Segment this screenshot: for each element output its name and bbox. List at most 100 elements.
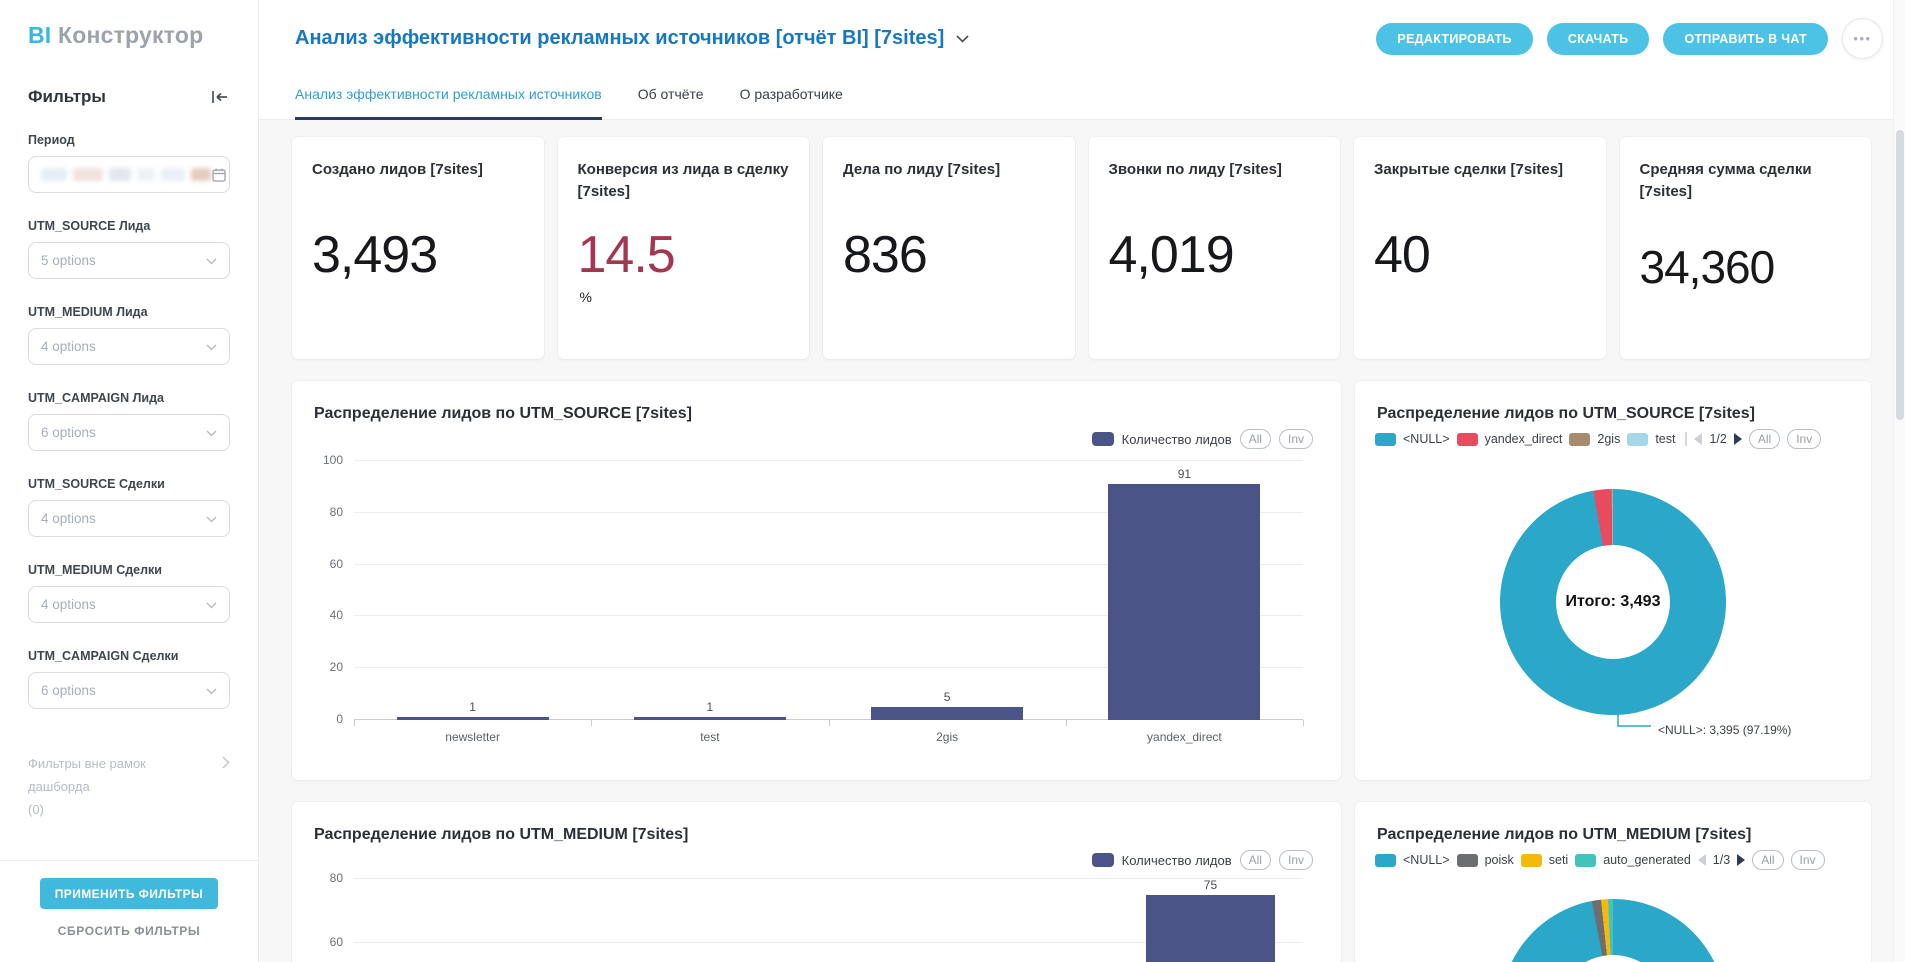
chevron-down-icon bbox=[206, 510, 217, 528]
donut-utm-source[interactable]: Итого: 3,493 bbox=[1500, 489, 1726, 715]
legend-label-auto-generated[interactable]: auto_generated bbox=[1603, 853, 1691, 867]
main-area: Анализ эффективности рекламных источнико… bbox=[259, 0, 1905, 962]
legend-label[interactable]: Количество лидов bbox=[1121, 431, 1232, 447]
chart-title: Распределение лидов по UTM_SOURCE [7site… bbox=[314, 405, 692, 422]
logo-text: Конструктор bbox=[58, 22, 204, 48]
bar-2gis[interactable] bbox=[871, 707, 1024, 720]
filter-select-utm-campaign-lead[interactable]: 6 options bbox=[28, 414, 230, 451]
legend-inv-button[interactable]: Inv bbox=[1787, 429, 1822, 449]
filter-select-utm-source-deal[interactable]: 4 options bbox=[28, 500, 230, 537]
download-button[interactable]: СКАЧАТЬ bbox=[1546, 22, 1650, 55]
donut-chart-card-utm-source: Распределение лидов по UTM_SOURCE [7site… bbox=[1355, 381, 1871, 780]
bar-test[interactable] bbox=[633, 717, 786, 720]
chart-title: Распределение лидов по UTM_SOURCE [7site… bbox=[1377, 405, 1755, 422]
legend-next-page-icon[interactable] bbox=[1733, 433, 1742, 445]
bar-plot: 80 60 75 bbox=[330, 854, 1303, 962]
filter-label-utm-medium-lead: UTM_MEDIUM Лида bbox=[28, 305, 148, 319]
legend-page-indicator: 1/2 bbox=[1709, 432, 1727, 446]
ellipsis-icon: ••• bbox=[1853, 31, 1872, 46]
page-scrollbar bbox=[1893, 0, 1905, 962]
filter-select-utm-medium-lead[interactable]: 4 options bbox=[28, 328, 230, 365]
logo-bi: BI bbox=[28, 22, 52, 48]
title-dropdown-icon[interactable] bbox=[956, 34, 969, 43]
legend-label-poisk[interactable]: poisk bbox=[1484, 853, 1514, 867]
legend-swatch[interactable] bbox=[1091, 432, 1114, 446]
calendar-icon bbox=[211, 167, 227, 183]
legend-prev-page-icon[interactable] bbox=[1694, 433, 1703, 445]
scrollbar-thumb[interactable] bbox=[1896, 130, 1904, 420]
legend-prev-page-icon[interactable] bbox=[1697, 854, 1706, 866]
bar-utm-medium[interactable] bbox=[1146, 895, 1275, 962]
legend-label-test[interactable]: test bbox=[1655, 432, 1676, 446]
bar-chart-card-utm-medium: Распределение лидов по UTM_MEDIUM [7site… bbox=[292, 802, 1341, 962]
legend-inv-button[interactable]: Inv bbox=[1278, 850, 1313, 870]
more-options-button[interactable]: ••• bbox=[1842, 18, 1883, 59]
legend-label-null[interactable]: <NULL> bbox=[1403, 853, 1450, 867]
donut-chart-card-utm-medium: Распределение лидов по UTM_MEDIUM [7site… bbox=[1355, 802, 1871, 962]
filter-select-utm-medium-deal[interactable]: 4 options bbox=[28, 586, 230, 623]
chart-title: Распределение лидов по UTM_MEDIUM [7site… bbox=[314, 826, 689, 843]
legend-all-button[interactable]: All bbox=[1239, 429, 1271, 449]
kpi-value: 4,019 bbox=[1108, 226, 1235, 284]
legend-inv-button[interactable]: Inv bbox=[1790, 850, 1825, 870]
filter-label-utm-source-deal: UTM_SOURCE Сделки bbox=[28, 477, 165, 491]
kpi-value: 14.5 bbox=[577, 226, 676, 284]
report-header: Анализ эффективности рекламных источнико… bbox=[259, 0, 1905, 120]
collapse-sidebar-icon[interactable] bbox=[210, 89, 230, 105]
legend-all-button[interactable]: All bbox=[1748, 429, 1781, 449]
bar-chart-card-utm-source: Распределение лидов по UTM_SOURCE [7site… bbox=[292, 381, 1341, 780]
legend-swatch[interactable] bbox=[1569, 432, 1591, 446]
donut-callout: <NULL>: 3,395 (97.19%) bbox=[1615, 714, 1791, 737]
bar-yandex-direct[interactable] bbox=[1108, 484, 1261, 720]
kpi-unit: % bbox=[579, 289, 592, 305]
sidebar-footer: ПРИМЕНИТЬ ФИЛЬТРЫ СБРОСИТЬ ФИЛЬТРЫ bbox=[0, 860, 258, 962]
edit-button[interactable]: РЕДАКТИРОВАТЬ bbox=[1376, 22, 1533, 55]
kpi-row: Создано лидов [7sites] 3,493 Конверсия и… bbox=[292, 137, 1871, 359]
bar-newsletter[interactable] bbox=[396, 717, 549, 720]
legend-all-button[interactable]: All bbox=[1752, 850, 1784, 870]
legend-swatch[interactable] bbox=[1575, 853, 1597, 867]
outer-filters-link[interactable]: Фильтры вне рамок дашборда (0) bbox=[28, 753, 230, 821]
legend-separator bbox=[1685, 432, 1688, 446]
kpi-card-calls: Звонки по лиду [7sites] 4,019 bbox=[1088, 137, 1340, 359]
legend-swatch[interactable] bbox=[1456, 853, 1478, 867]
tab-analysis[interactable]: Анализ эффективности рекламных источнико… bbox=[295, 86, 602, 120]
period-value-blurred bbox=[41, 168, 211, 181]
legend-label-2gis[interactable]: 2gis bbox=[1597, 432, 1621, 446]
send-to-chat-button[interactable]: ОТПРАВИТЬ В ЧАТ bbox=[1663, 22, 1828, 55]
kpi-card-avg-deal: Средняя сумма сделки [7sites] 34,360 bbox=[1619, 137, 1871, 359]
apply-filters-button[interactable]: ПРИМЕНИТЬ ФИЛЬТРЫ bbox=[40, 878, 218, 909]
filter-select-utm-source-lead[interactable]: 5 options bbox=[28, 242, 230, 279]
legend-next-page-icon[interactable] bbox=[1737, 854, 1746, 866]
chevron-right-icon bbox=[222, 756, 230, 821]
legend-label-seti[interactable]: seti bbox=[1548, 853, 1569, 867]
legend-swatch[interactable] bbox=[1091, 853, 1114, 867]
legend-swatch[interactable] bbox=[1375, 432, 1396, 446]
bar-plot: 100 80 60 40 20 0 1 1 5 91 bbox=[323, 453, 1304, 744]
legend-swatch[interactable] bbox=[1375, 853, 1396, 867]
kpi-value: 40 bbox=[1374, 226, 1431, 284]
chart-title: Распределение лидов по UTM_MEDIUM [7site… bbox=[1377, 826, 1752, 843]
tab-about-developer[interactable]: О разработчике bbox=[739, 86, 843, 102]
donut-utm-medium[interactable] bbox=[1500, 899, 1726, 962]
reset-filters-button[interactable]: СБРОСИТЬ ФИЛЬТРЫ bbox=[57, 924, 201, 938]
filter-select-utm-campaign-deal[interactable]: 6 options bbox=[28, 672, 230, 709]
legend-label-null[interactable]: <NULL> bbox=[1403, 432, 1450, 446]
legend-swatch[interactable] bbox=[1520, 853, 1542, 867]
legend-swatch[interactable] bbox=[1627, 432, 1649, 446]
x-axis-labels: newsletter test 2gis yandex_direct bbox=[445, 730, 1222, 744]
period-date-input[interactable] bbox=[28, 156, 230, 193]
legend-inv-button[interactable]: Inv bbox=[1278, 429, 1313, 449]
legend-all-button[interactable]: All bbox=[1239, 850, 1271, 870]
kpi-card-closed-deals: Закрытые сделки [7sites] 40 bbox=[1354, 137, 1606, 359]
outer-filters-label: Фильтры вне рамок дашборда bbox=[28, 756, 146, 794]
legend-swatch[interactable] bbox=[1456, 432, 1478, 446]
legend-label-yandex-direct[interactable]: yandex_direct bbox=[1484, 432, 1563, 446]
kpi-card-activities: Дела по лиду [7sites] 836 bbox=[823, 137, 1075, 359]
chevron-down-icon bbox=[206, 596, 217, 614]
chevron-down-icon bbox=[206, 682, 217, 700]
legend-label[interactable]: Количество лидов bbox=[1121, 852, 1232, 868]
tab-about-report[interactable]: Об отчёте bbox=[637, 86, 704, 102]
chevron-down-icon bbox=[206, 252, 217, 270]
kpi-value: 34,360 bbox=[1639, 241, 1776, 293]
